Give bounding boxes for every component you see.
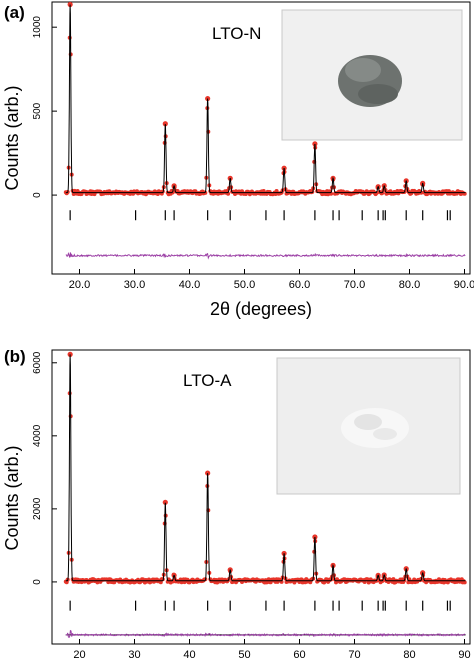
observed-peak-point bbox=[67, 351, 73, 357]
y-tick-label: 1000 bbox=[32, 16, 43, 39]
bragg-ticks bbox=[69, 600, 451, 611]
x-tick-label: 20.0 bbox=[69, 279, 90, 291]
powder-sample bbox=[341, 408, 409, 448]
plot-frame bbox=[51, 1, 471, 275]
x-tick-label: 40.0 bbox=[179, 279, 200, 291]
x-tick-label: 30.0 bbox=[124, 279, 145, 291]
difference-curve bbox=[65, 629, 466, 639]
difference-line bbox=[65, 629, 466, 639]
observed-peak-point bbox=[312, 534, 318, 540]
panel-b: (b) LTO-A 20 30 40 50 60 70 80 90 0 2000 4000 6000… bbox=[2, 347, 471, 661]
x-tick-label: 80.0 bbox=[399, 279, 420, 291]
x-tick-label: 60 bbox=[293, 649, 305, 661]
x-axis: 20 30 40 50 60 70 80 90 bbox=[73, 639, 471, 661]
x-tick-label: 90 bbox=[458, 649, 470, 661]
plot-frame bbox=[51, 349, 471, 645]
x-tick-label: 30 bbox=[128, 649, 140, 661]
x-tick-label: 90.0 bbox=[454, 279, 474, 291]
x-tick-label: 40 bbox=[183, 649, 195, 661]
difference-curve bbox=[65, 251, 466, 260]
inset-photo bbox=[276, 357, 461, 495]
y-axis: 0 500 1000 bbox=[32, 16, 57, 198]
calculated-curve bbox=[65, 4, 466, 194]
difference-line bbox=[65, 251, 466, 260]
x-tick-label: 80 bbox=[403, 649, 415, 661]
y-axis: 0 2000 4000 6000 bbox=[32, 351, 57, 585]
x-axis-label: 2θ (degrees) bbox=[210, 299, 312, 319]
observed-point bbox=[419, 190, 424, 195]
powder-sample bbox=[338, 55, 402, 107]
panel-label: (b) bbox=[4, 347, 26, 366]
y-tick-label: 6000 bbox=[32, 351, 43, 374]
observed-peak-point bbox=[162, 499, 168, 505]
observed-peak-point bbox=[312, 141, 318, 147]
y-tick-label: 4000 bbox=[32, 424, 43, 447]
y-tick-label: 0 bbox=[32, 579, 43, 585]
observed-peak-point bbox=[162, 121, 168, 127]
y-tick-label: 2000 bbox=[32, 497, 43, 520]
x-tick-label: 70.0 bbox=[344, 279, 365, 291]
observed-point bbox=[391, 577, 396, 582]
y-tick-label: 0 bbox=[32, 192, 43, 198]
panel-a: (a) LTO-N 20.0 30.0 40.0 50.0 60.0 70.0 80.0 90… bbox=[2, 1, 474, 319]
x-tick-label: 70 bbox=[348, 649, 360, 661]
panel-label: (a) bbox=[4, 3, 25, 22]
x-tick-label: 50 bbox=[238, 649, 250, 661]
x-tick-label: 20 bbox=[73, 649, 85, 661]
calculated-line bbox=[65, 354, 466, 582]
y-axis-label: Counts (arb.) bbox=[2, 85, 22, 190]
calculated-curve bbox=[65, 354, 466, 582]
calculated-line bbox=[65, 4, 466, 194]
y-tick-label: 500 bbox=[32, 102, 43, 119]
y-axis-label: Counts (arb.) bbox=[2, 445, 22, 550]
bragg-ticks bbox=[69, 210, 451, 221]
sample-label: LTO-N bbox=[212, 24, 261, 43]
photo-background bbox=[281, 9, 463, 141]
sample-label: LTO-A bbox=[183, 371, 232, 390]
x-tick-label: 60.0 bbox=[289, 279, 310, 291]
x-axis: 20.0 30.0 40.0 50.0 60.0 70.0 80.0 90.0 bbox=[69, 269, 474, 291]
observed-point bbox=[462, 580, 467, 585]
inset-photo bbox=[281, 9, 463, 141]
x-tick-label: 50.0 bbox=[234, 279, 255, 291]
